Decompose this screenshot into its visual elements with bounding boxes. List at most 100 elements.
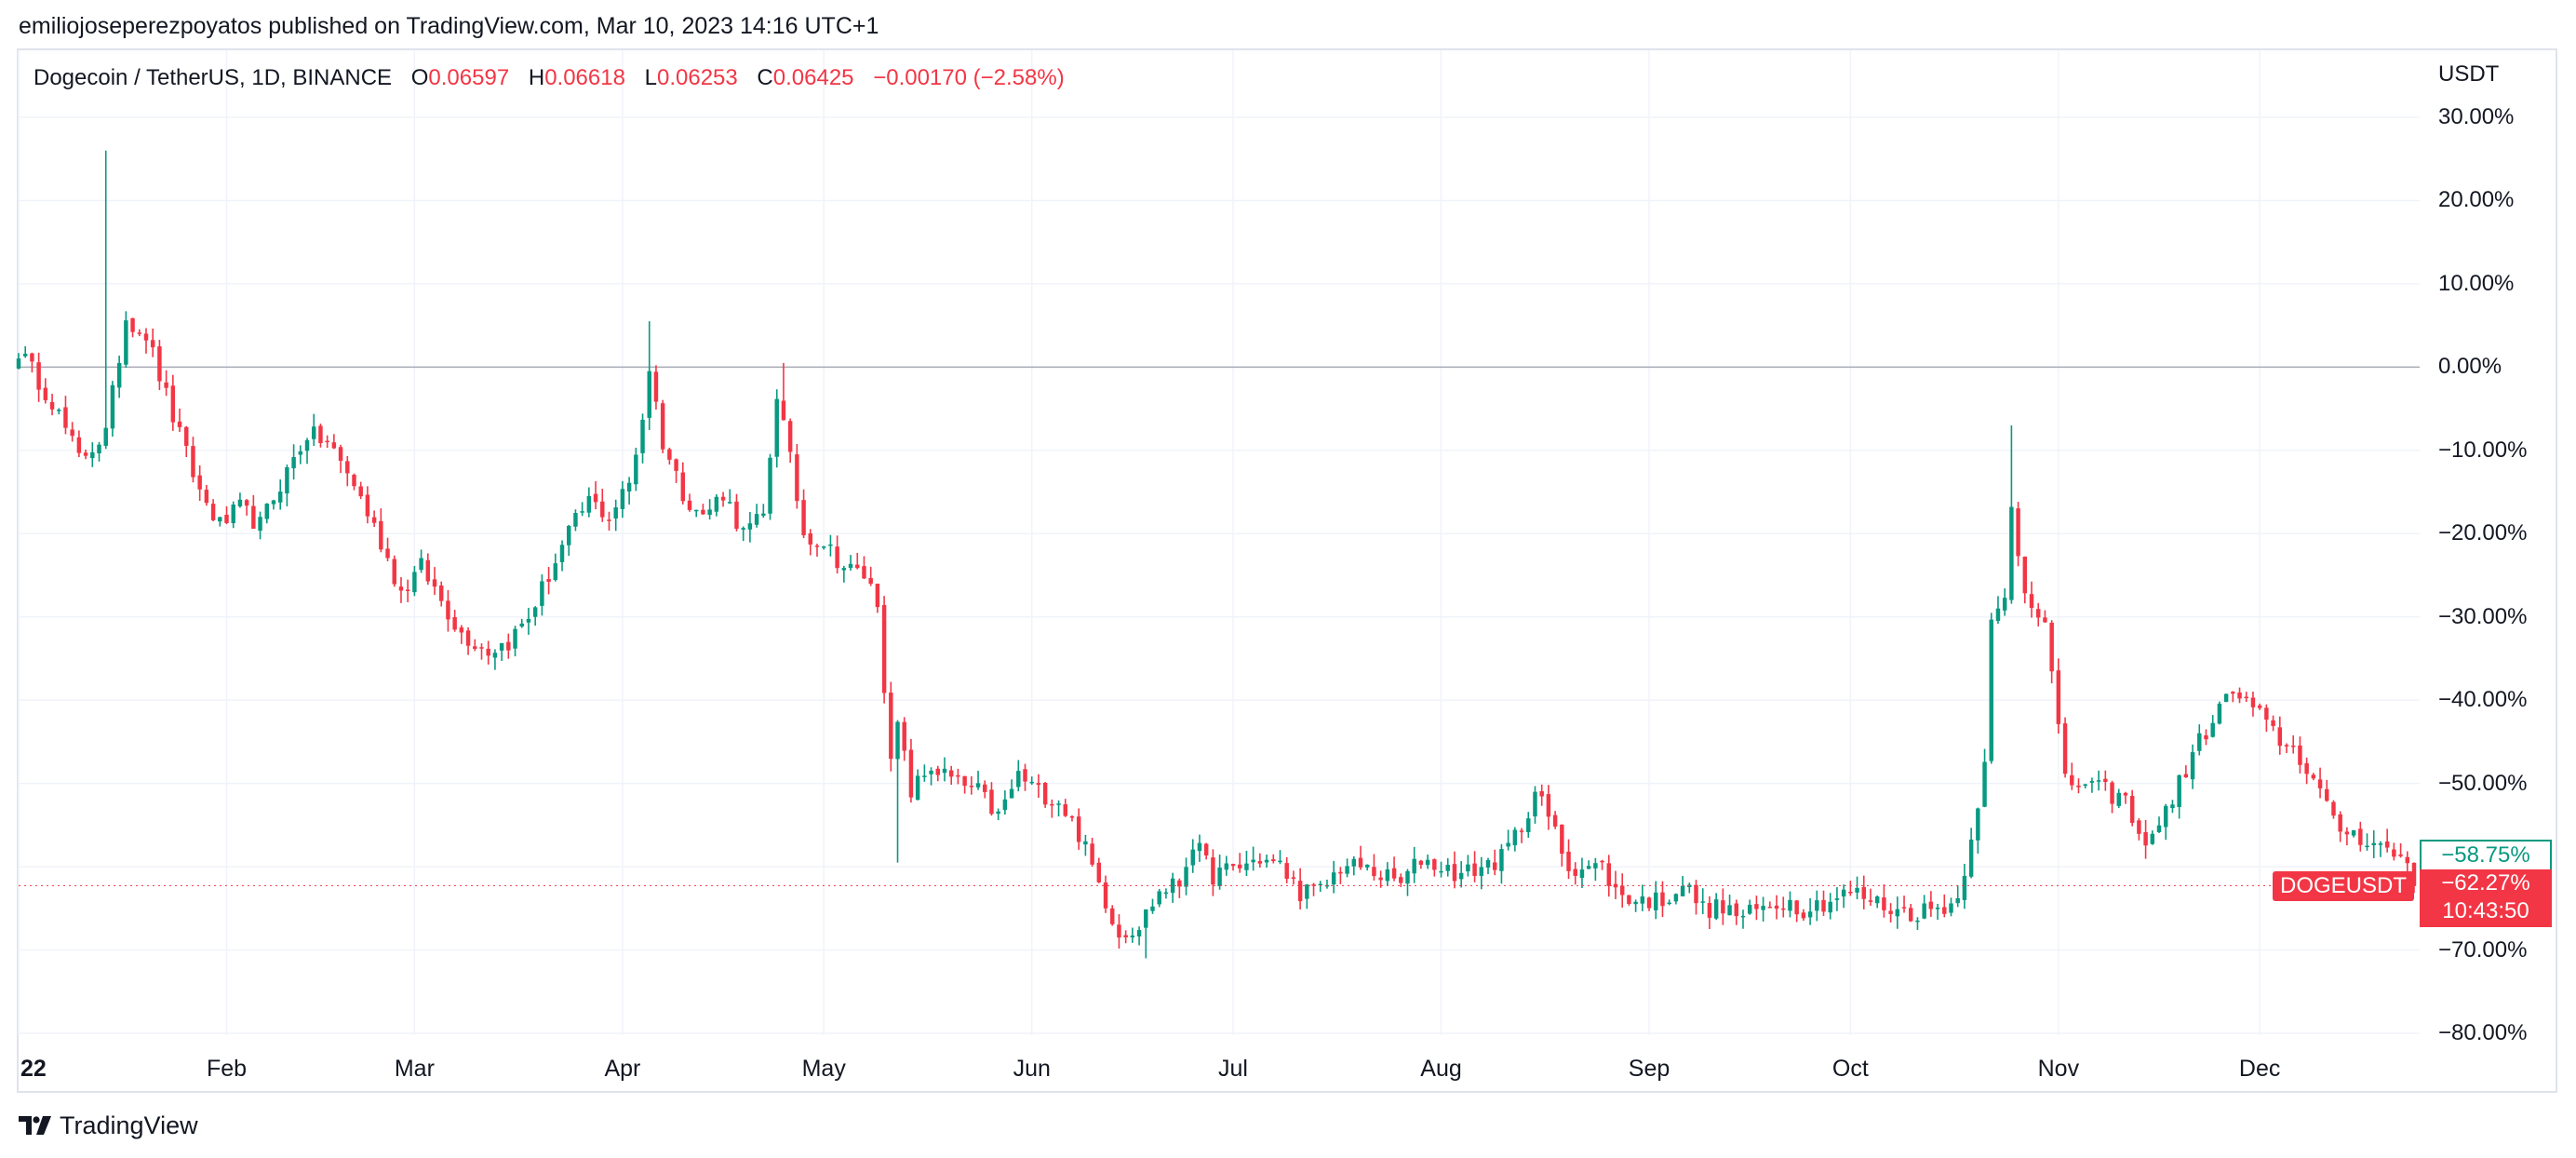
candle-body bbox=[814, 545, 820, 547]
candle-body bbox=[1251, 859, 1255, 863]
candle-body bbox=[2197, 733, 2202, 751]
candle-body bbox=[1190, 849, 1195, 866]
candle-body bbox=[754, 514, 759, 525]
candle-body bbox=[110, 384, 115, 429]
candle-body bbox=[1364, 864, 1370, 868]
y-tick-label: −20.00% bbox=[2438, 520, 2528, 546]
candle-body bbox=[2036, 609, 2041, 618]
x-tick-label: Aug bbox=[1420, 1056, 1462, 1082]
x-tick-label: Oct bbox=[1831, 1056, 1869, 1082]
candle-body bbox=[1466, 864, 1470, 872]
candle-body bbox=[170, 385, 176, 423]
candle-body bbox=[1848, 891, 1853, 894]
candle-body bbox=[1721, 900, 1725, 914]
candle-body bbox=[1673, 894, 1679, 902]
candle-body bbox=[1754, 904, 1759, 909]
candle-body bbox=[210, 504, 216, 520]
candle-body bbox=[2143, 831, 2148, 846]
candle-body bbox=[1331, 872, 1336, 885]
candle-body bbox=[1170, 878, 1175, 894]
candle-body bbox=[1922, 903, 1926, 919]
candle-body bbox=[2231, 692, 2235, 694]
currency-label[interactable]: USDT bbox=[2438, 61, 2500, 87]
candle-body bbox=[1901, 907, 1907, 909]
y-tick-label: −40.00% bbox=[2438, 687, 2528, 713]
tradingview-wordmark: TradingView bbox=[60, 1111, 198, 1139]
candle-body bbox=[902, 721, 906, 751]
candle-body bbox=[1995, 608, 2001, 621]
candle-body bbox=[2331, 801, 2336, 816]
tradingview-logo[interactable]: TradingView bbox=[19, 1111, 198, 1140]
candle-body bbox=[177, 421, 182, 427]
candle-body bbox=[613, 507, 618, 519]
candle-body bbox=[620, 489, 625, 509]
candle-body bbox=[1680, 885, 1685, 896]
candle-body bbox=[2190, 752, 2195, 780]
candle-body bbox=[1928, 901, 1934, 909]
candle-body bbox=[385, 548, 390, 559]
candle-body bbox=[660, 403, 665, 450]
candle-body bbox=[264, 504, 270, 519]
low-label: L bbox=[644, 65, 657, 90]
candle-body bbox=[768, 457, 772, 514]
candle-body bbox=[116, 362, 122, 388]
candle-body bbox=[929, 770, 933, 774]
candle-body bbox=[479, 647, 484, 649]
candle-body bbox=[2002, 598, 2007, 611]
x-tick-label: Apr bbox=[604, 1056, 641, 1082]
candle-body bbox=[862, 566, 866, 579]
candle-body bbox=[22, 354, 28, 357]
candle-body bbox=[137, 332, 142, 334]
candle-body bbox=[922, 775, 927, 777]
candle-body bbox=[412, 572, 417, 593]
candle-body bbox=[1949, 903, 1953, 913]
candle-body bbox=[1023, 769, 1027, 782]
candle-body bbox=[787, 421, 793, 452]
candle-body bbox=[2177, 774, 2181, 807]
candle-body bbox=[398, 586, 404, 591]
candle-body bbox=[1412, 858, 1416, 874]
candle-body bbox=[2358, 828, 2363, 845]
candle-body bbox=[2338, 814, 2342, 832]
candle-body bbox=[2016, 508, 2020, 557]
candle-body bbox=[1781, 908, 1786, 910]
candle-body bbox=[1586, 866, 1591, 869]
candle-body bbox=[371, 517, 377, 523]
candle-body bbox=[2405, 856, 2410, 864]
candle-body bbox=[855, 564, 860, 569]
candle-body bbox=[2009, 506, 2014, 600]
candle-body bbox=[1385, 868, 1390, 882]
candle-body bbox=[197, 475, 202, 490]
candle-body bbox=[1747, 904, 1752, 914]
candle-body bbox=[667, 449, 672, 460]
candle-body bbox=[1284, 863, 1289, 880]
candle-body bbox=[63, 407, 68, 428]
candle-body bbox=[1727, 905, 1732, 916]
candle-body bbox=[1982, 761, 1987, 807]
candle-body bbox=[674, 459, 678, 471]
candle-body bbox=[553, 563, 558, 581]
candle-body bbox=[1874, 896, 1880, 904]
candle-body bbox=[312, 426, 316, 439]
candle-body bbox=[728, 502, 732, 504]
candle-body bbox=[519, 623, 524, 627]
candle-body bbox=[379, 520, 383, 550]
candle-body bbox=[1297, 881, 1303, 902]
candle-body bbox=[2210, 722, 2215, 737]
candle-body bbox=[473, 646, 477, 650]
candle-body bbox=[1432, 859, 1437, 870]
candle-body bbox=[83, 452, 88, 456]
candle-body bbox=[1318, 883, 1322, 886]
candle-body bbox=[1002, 799, 1008, 811]
candle-body bbox=[1989, 619, 1993, 761]
symbol-title[interactable]: Dogecoin / TetherUS, 1D, BINANCE bbox=[34, 65, 393, 90]
y-tick-label: −50.00% bbox=[2438, 770, 2528, 796]
candle-body bbox=[1090, 843, 1094, 865]
candle-body bbox=[600, 501, 605, 518]
candle-body bbox=[2371, 842, 2376, 846]
candle-body bbox=[989, 789, 994, 815]
candle-body bbox=[868, 577, 873, 585]
candle-body bbox=[506, 641, 511, 651]
candle-body bbox=[298, 451, 303, 455]
